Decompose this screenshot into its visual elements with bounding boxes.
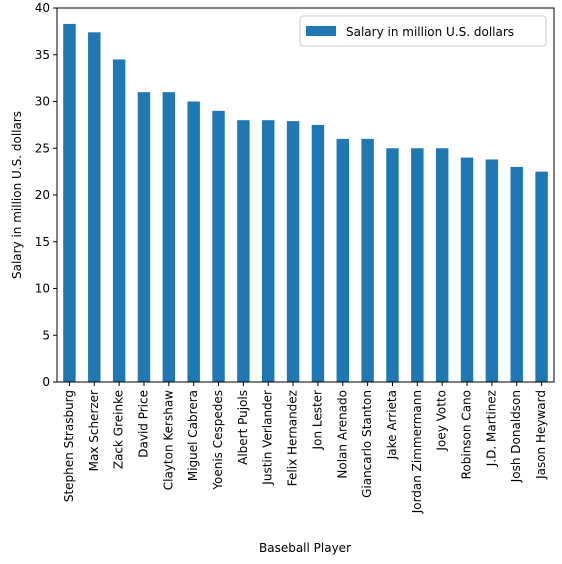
- x-tick-label: Miguel Cabrera: [186, 390, 200, 481]
- bar-clayton-kershaw: [163, 92, 175, 382]
- x-tick-label: Yoenis Cespedes: [211, 390, 225, 491]
- legend-swatch: [306, 26, 336, 36]
- bar-stephen-strasburg: [63, 24, 75, 382]
- bar-josh-donaldson: [511, 167, 523, 382]
- bar-felix-hernandez: [287, 121, 299, 382]
- y-tick-label: 15: [35, 235, 50, 249]
- x-tick-label: Nolan Arenado: [335, 390, 349, 479]
- y-tick-label: 10: [35, 282, 50, 296]
- x-tick-label: Max Scherzer: [87, 390, 101, 471]
- bar-zack-greinke: [113, 59, 125, 382]
- x-axis: Stephen Strasburg Max Scherzer Zack Greink…: [62, 382, 548, 514]
- y-tick-label: 40: [35, 1, 50, 15]
- x-tick-label: Zack Greinke: [112, 390, 126, 469]
- x-tick-label: J.D. Martinez: [484, 390, 498, 467]
- bars-layer: [63, 24, 548, 382]
- x-tick-label: Joey Votto: [435, 390, 449, 452]
- legend-label: Salary in million U.S. dollars: [346, 25, 514, 39]
- y-tick-label: 0: [42, 375, 50, 389]
- plot-frame: [57, 8, 554, 382]
- bar-max-scherzer: [88, 32, 100, 382]
- bar-robinson-cano: [461, 158, 473, 382]
- y-tick-label: 35: [35, 48, 50, 62]
- y-tick-label: 25: [35, 141, 50, 155]
- x-tick-label: Stephen Strasburg: [62, 390, 76, 502]
- bar-albert-pujols: [237, 120, 249, 382]
- bar-justin-verlander: [262, 120, 274, 382]
- x-tick-label: Clayton Kershaw: [161, 390, 175, 490]
- y-tick-label: 5: [42, 328, 50, 342]
- y-axis-label: Salary in million U.S. dollars: [10, 111, 24, 279]
- x-tick-label: Jon Lester: [310, 390, 324, 450]
- x-tick-label: David Price: [136, 390, 150, 458]
- bar-jon-lester: [312, 125, 324, 382]
- bar-joey-votto: [436, 148, 448, 382]
- y-axis: 0 5 10 15 20 25 30 35 40: [35, 1, 57, 389]
- bar-jason-heyward: [535, 172, 547, 382]
- bar-j-d-martinez: [486, 159, 498, 382]
- x-tick-label: Jordan Zimmermann: [410, 390, 424, 514]
- x-tick-label: Jake Arrieta: [385, 390, 399, 460]
- x-axis-label: Baseball Player: [259, 541, 351, 555]
- bar-nolan-arenado: [337, 139, 349, 382]
- bar-jordan-zimmermann: [411, 148, 423, 382]
- bar-miguel-cabrera: [187, 102, 199, 383]
- bar-yoenis-cespedes: [212, 111, 224, 382]
- x-tick-label: Josh Donaldson: [509, 390, 523, 483]
- x-tick-label: Jason Heyward: [534, 390, 548, 480]
- bar-david-price: [138, 92, 150, 382]
- x-tick-label: Albert Pujols: [236, 390, 250, 465]
- legend: Salary in million U.S. dollars: [300, 16, 546, 46]
- bar-jake-arrieta: [386, 148, 398, 382]
- bar-giancarlo-stanton: [361, 139, 373, 382]
- x-tick-label: Robinson Cano: [460, 390, 474, 479]
- x-tick-label: Felix Hernandez: [286, 390, 300, 486]
- y-tick-label: 30: [35, 95, 50, 109]
- x-tick-label: Justin Verlander: [261, 390, 275, 486]
- x-tick-label: Giancarlo Stanton: [360, 390, 374, 498]
- y-tick-label: 20: [35, 188, 50, 202]
